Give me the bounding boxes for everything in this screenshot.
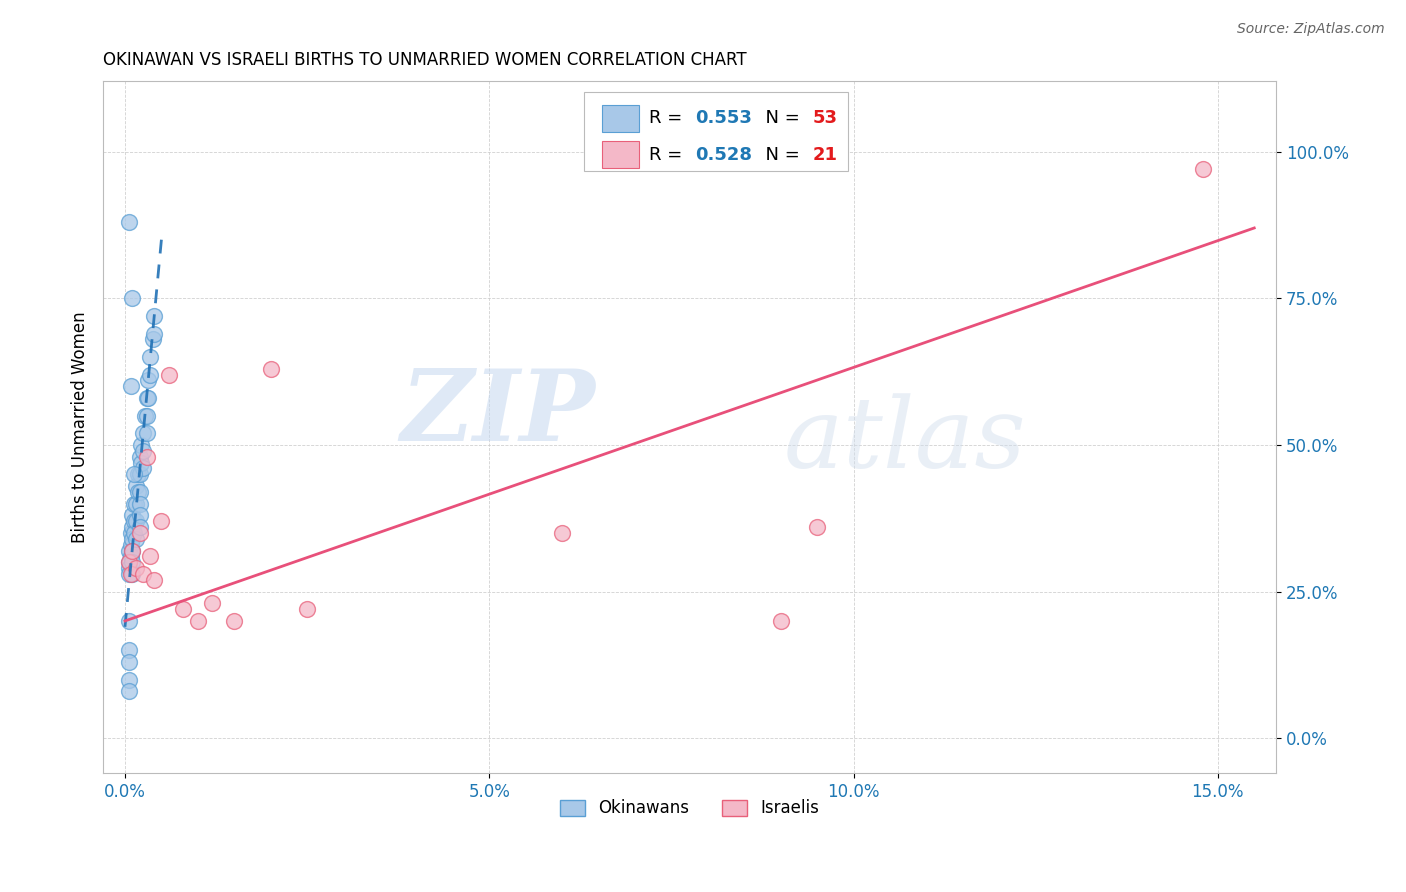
Point xyxy=(117,555,139,569)
Point xyxy=(135,409,157,423)
Point xyxy=(121,543,143,558)
Point xyxy=(125,561,148,575)
Point xyxy=(136,391,159,405)
Point xyxy=(125,514,148,528)
Text: R =: R = xyxy=(648,145,688,164)
Point xyxy=(117,567,139,582)
Point xyxy=(121,543,143,558)
Text: 53: 53 xyxy=(813,110,838,128)
FancyBboxPatch shape xyxy=(602,141,640,169)
Point xyxy=(135,426,157,441)
Point xyxy=(143,573,166,587)
Text: N =: N = xyxy=(754,110,806,128)
Text: atlas: atlas xyxy=(783,393,1026,489)
Point xyxy=(127,484,149,499)
Text: R =: R = xyxy=(648,110,688,128)
Point xyxy=(128,467,150,482)
Point xyxy=(129,438,152,452)
Point xyxy=(128,497,150,511)
Point xyxy=(122,467,145,482)
Point xyxy=(172,602,194,616)
Point xyxy=(142,333,165,347)
Point xyxy=(122,497,145,511)
Point xyxy=(128,525,150,540)
Point xyxy=(128,520,150,534)
Point xyxy=(121,520,143,534)
Point xyxy=(121,555,143,569)
Point xyxy=(117,643,139,657)
Point xyxy=(157,368,180,382)
Point xyxy=(139,350,162,364)
Point xyxy=(139,368,162,382)
Point xyxy=(260,361,283,376)
Text: 0.528: 0.528 xyxy=(696,145,752,164)
Point xyxy=(128,450,150,464)
Text: Source: ZipAtlas.com: Source: ZipAtlas.com xyxy=(1237,22,1385,37)
Point xyxy=(117,673,139,687)
Point xyxy=(135,391,157,405)
FancyBboxPatch shape xyxy=(602,105,640,132)
Point xyxy=(120,538,142,552)
Point xyxy=(139,549,162,564)
Text: 21: 21 xyxy=(813,145,838,164)
Text: 0.553: 0.553 xyxy=(696,110,752,128)
Point xyxy=(551,525,574,540)
Point xyxy=(295,602,318,616)
Point xyxy=(122,514,145,528)
Legend: Okinawans, Israelis: Okinawans, Israelis xyxy=(553,793,827,824)
Point xyxy=(122,525,145,540)
Point xyxy=(128,484,150,499)
Point xyxy=(117,555,139,569)
Point xyxy=(143,326,166,341)
Point xyxy=(201,596,224,610)
Point xyxy=(117,561,139,575)
Point xyxy=(121,567,143,582)
Point xyxy=(117,543,139,558)
Point xyxy=(120,567,142,582)
Point xyxy=(121,291,143,305)
Point xyxy=(132,567,155,582)
Point xyxy=(132,443,155,458)
Point xyxy=(143,309,166,323)
Point xyxy=(132,461,155,475)
Point xyxy=(806,520,828,534)
Point xyxy=(125,497,148,511)
Y-axis label: Births to Unmarried Women: Births to Unmarried Women xyxy=(72,311,89,543)
Point xyxy=(224,614,246,628)
Point xyxy=(120,525,142,540)
Text: ZIP: ZIP xyxy=(401,366,596,462)
Point xyxy=(120,549,142,564)
Point xyxy=(187,614,209,628)
Point xyxy=(117,215,139,229)
Point xyxy=(120,379,142,393)
Text: N =: N = xyxy=(754,145,806,164)
Point xyxy=(128,508,150,523)
Point xyxy=(117,684,139,698)
Point xyxy=(136,374,159,388)
Point xyxy=(129,456,152,470)
Point xyxy=(134,409,156,423)
Point xyxy=(117,655,139,669)
Point xyxy=(1192,162,1215,177)
Point xyxy=(127,467,149,482)
Point xyxy=(117,614,139,628)
Point xyxy=(125,532,148,546)
Point xyxy=(135,450,157,464)
Point xyxy=(132,426,155,441)
FancyBboxPatch shape xyxy=(583,92,848,171)
Point xyxy=(121,508,143,523)
Text: OKINAWAN VS ISRAELI BIRTHS TO UNMARRIED WOMEN CORRELATION CHART: OKINAWAN VS ISRAELI BIRTHS TO UNMARRIED … xyxy=(103,51,747,69)
Point xyxy=(769,614,792,628)
Point xyxy=(150,514,173,528)
Point xyxy=(125,479,148,493)
Point xyxy=(121,532,143,546)
